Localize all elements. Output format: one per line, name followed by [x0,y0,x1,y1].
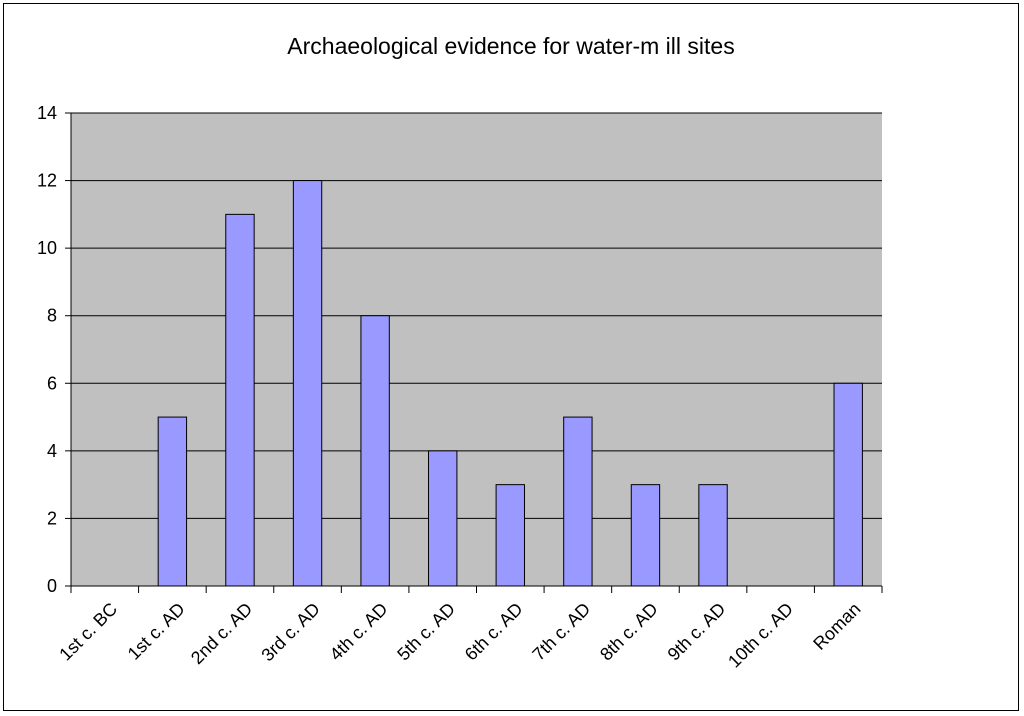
chart-title: Archaeological evidence for water-m ill … [287,33,734,59]
x-tick-label: 2nd c. AD [187,599,256,668]
bar [563,416,593,587]
x-tick-label: 3rd c. AD [257,599,323,665]
x-tick-label: 10th c. AD [724,599,797,672]
bar [495,484,525,587]
y-tick-label: 12 [37,171,57,191]
y-tick-label: 8 [47,306,57,326]
bar [833,382,863,587]
y-tick-label: 2 [47,508,57,528]
bar [360,315,390,587]
x-tick-label: 7th c. AD [528,599,594,665]
x-tick-label: Roman [809,599,864,654]
bar [225,213,255,587]
bar [630,484,661,587]
bar [428,450,458,587]
bar [157,416,188,587]
y-tick-labels: 0 2 4 6 8 10 12 14 [37,103,57,596]
x-tick-label: 1st c. BC [55,599,121,665]
y-tick-label: 0 [47,576,57,596]
y-tick-label: 6 [47,373,57,393]
bar [292,180,323,587]
gridlines [71,112,882,519]
x-tick-label: 1st c. AD [124,599,189,664]
y-tick-label: 10 [37,238,57,258]
axes [65,112,883,593]
x-tick-label: 5th c. AD [393,599,459,665]
x-tick-label: 4th c. AD [326,599,392,665]
plot-area [71,113,882,586]
x-tick-label: 6th c. AD [461,599,527,665]
bar [698,484,728,587]
y-tick-label: 14 [37,103,57,123]
y-tick-label: 4 [47,441,57,461]
x-tick-label: 8th c. AD [596,599,662,665]
bars [157,180,863,587]
x-tick-label: 9th c. AD [664,599,730,665]
